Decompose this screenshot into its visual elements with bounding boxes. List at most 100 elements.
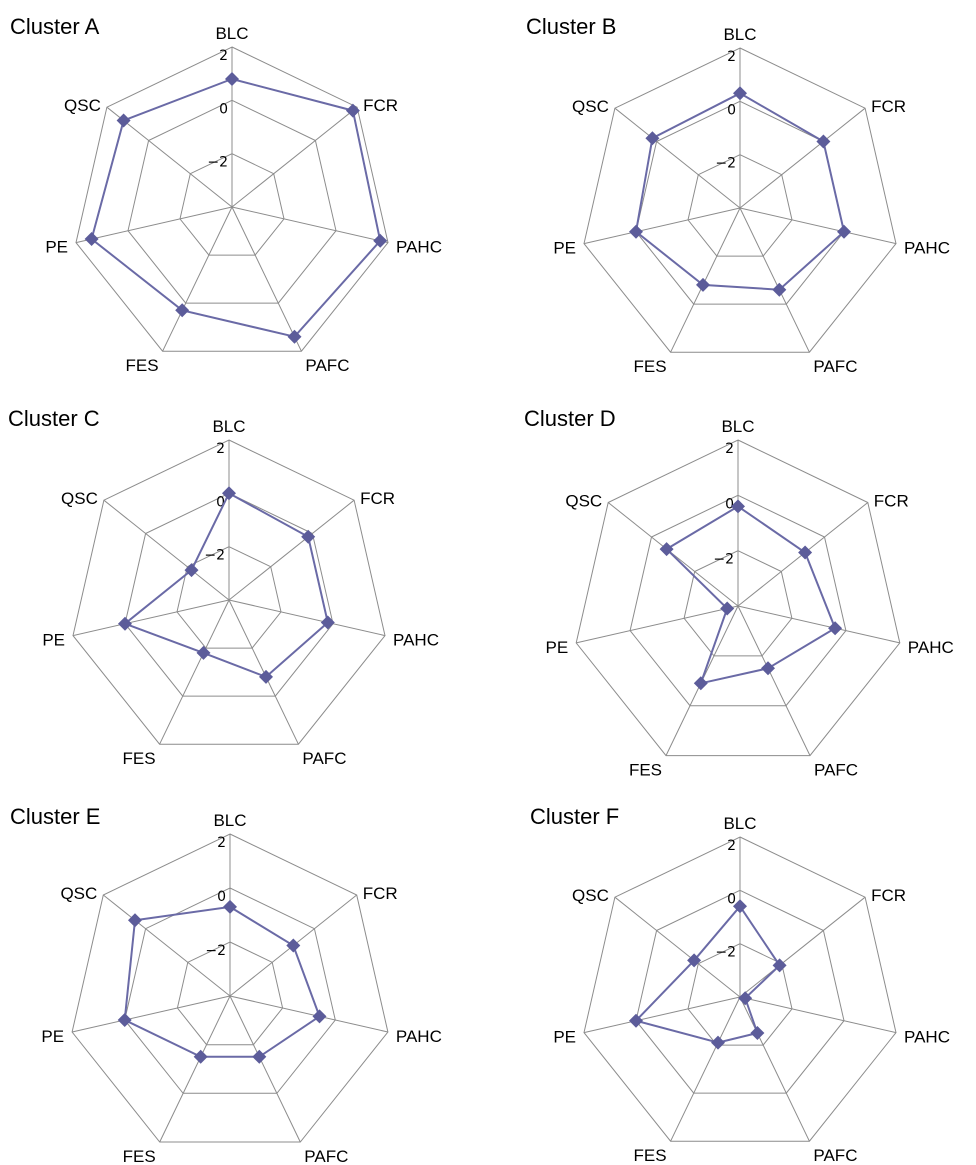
axis-spoke [159, 995, 231, 1143]
axis-label: PAHC [396, 1027, 442, 1046]
axis-spoke [739, 207, 810, 353]
grid-ring [583, 47, 897, 353]
axis-label: PAFC [305, 356, 349, 375]
series-line [664, 505, 837, 685]
axis-spoke [159, 599, 230, 745]
axis-spoke [229, 995, 389, 1033]
panel-title: Cluster F [530, 804, 620, 829]
tick-label: −2 [207, 155, 228, 171]
panel-title: Cluster B [526, 14, 617, 39]
data-point [828, 621, 843, 636]
data-point [223, 899, 237, 914]
grid-ring [72, 439, 386, 745]
data-point [116, 113, 131, 128]
axis-label: PAHC [396, 238, 442, 257]
data-point [761, 661, 775, 676]
grid-ring [75, 46, 389, 352]
axis-spoke [739, 207, 897, 245]
axis-label: QSC [565, 492, 602, 511]
axis-label: PAFC [813, 357, 857, 376]
axis-label: FES [634, 357, 667, 376]
axis-label: PE [546, 638, 569, 657]
tick-label: 2 [217, 835, 226, 851]
axis-label: QSC [572, 886, 609, 905]
axis-label: PAHC [904, 1028, 950, 1047]
axis-spoke [228, 599, 386, 637]
grid-ring [687, 154, 793, 257]
grid-ring [683, 550, 793, 657]
axis-spoke [670, 996, 741, 1142]
data-point [320, 615, 335, 630]
data-point [222, 486, 236, 501]
tick-label: −2 [715, 156, 736, 172]
axis-spoke [614, 896, 741, 998]
grid-ring [176, 941, 284, 1046]
grid-ring [583, 836, 897, 1142]
data-point [645, 131, 660, 146]
axis-label: PE [553, 1028, 576, 1047]
axis-label: PAFC [302, 749, 346, 768]
axis-label: BLC [723, 814, 756, 833]
data-point [259, 669, 273, 684]
data-point [750, 1026, 765, 1040]
axis-spoke [614, 107, 741, 209]
data-point [798, 545, 813, 560]
radar-panel-a: Cluster A 2 0 −2 BLC FCR PAHC PAFC FES PE QSC [0, 0, 488, 388]
data-point [252, 1049, 267, 1064]
tick-label: −2 [715, 945, 736, 961]
axis-spoke [670, 207, 741, 353]
data-point [345, 103, 360, 118]
data-point [184, 563, 199, 578]
tick-label: −2 [204, 548, 225, 564]
grid-ring [71, 833, 389, 1143]
axis-label: FCR [871, 886, 906, 905]
axis-label: FES [123, 1147, 156, 1165]
axis-label: FCR [874, 492, 909, 511]
axis-label: PAHC [904, 239, 950, 258]
axis-label: QSC [61, 489, 98, 508]
tick-label: 0 [219, 101, 228, 117]
data-point [193, 1049, 208, 1064]
radar-panel-c: Cluster C 2 0 −2 BLC FCR PAHC PAFC FES PE QSC [0, 388, 488, 778]
tick-label: 0 [216, 494, 225, 510]
axis-spoke [229, 995, 301, 1143]
radar-panel-b: Cluster B 2 0 −2 BLC FCR PAHC PAFC FES PE QSC [488, 0, 976, 388]
radar-panel-e: Cluster E 2 0 −2 BLC FCR PAHC PAFC FES PE QSC [0, 778, 488, 1165]
series-line [634, 92, 846, 291]
radar-chart: 2 0 −2 BLC FCR PAHC PAFC FES PE QSC [553, 814, 950, 1165]
axis-spoke [103, 499, 230, 601]
axis-label: BLC [213, 811, 246, 830]
axis-label: PE [41, 1027, 64, 1046]
data-point [659, 542, 674, 557]
axis-spoke [739, 996, 897, 1034]
data-point [693, 676, 708, 691]
grid-ring [179, 153, 285, 256]
data-point [837, 224, 851, 239]
series-line [634, 904, 781, 1044]
data-point [373, 233, 388, 248]
radar-chart: 2 0 −2 BLC FCR PAHC PAFC FES PE QSC [45, 24, 442, 375]
axis-spoke [231, 206, 302, 352]
axis-label: PAFC [814, 761, 858, 780]
grid-ring [629, 494, 847, 707]
axis-label: FES [123, 749, 156, 768]
data-point [84, 232, 99, 246]
axis-label: QSC [60, 884, 97, 903]
data-point [738, 991, 753, 1006]
data-point [711, 1035, 725, 1050]
axis-label: PAFC [813, 1146, 857, 1165]
data-point [196, 645, 211, 660]
data-point [286, 938, 301, 953]
data-point [175, 303, 190, 318]
axis-spoke [162, 206, 233, 352]
radar-chart: 2 0 −2 BLC FCR PAHC PAFC FES PE QSC [546, 417, 954, 780]
tick-label: −2 [713, 552, 734, 568]
axis-label: FCR [360, 489, 395, 508]
axis-label: PE [42, 631, 65, 650]
axis-spoke [228, 499, 355, 601]
data-point [772, 958, 787, 973]
axis-label: QSC [572, 97, 609, 116]
axis-label: PAHC [393, 631, 439, 650]
grid-ring [575, 439, 901, 757]
